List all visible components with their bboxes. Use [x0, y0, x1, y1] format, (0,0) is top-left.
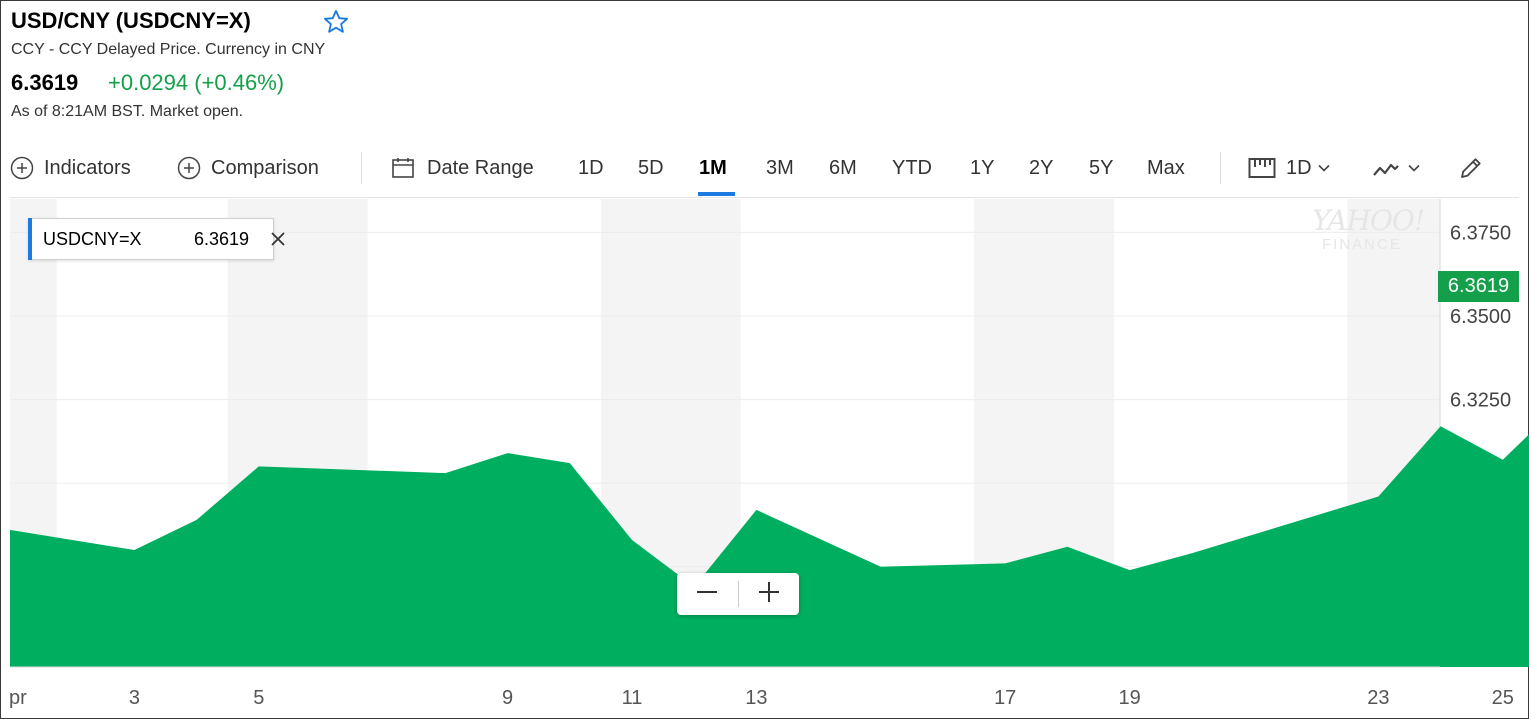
watchlist-star-icon[interactable]: [322, 8, 350, 36]
price-change: +0.0294 (+0.46%): [108, 70, 285, 95]
range-ytd[interactable]: YTD: [892, 156, 932, 179]
quote-title: USD/CNY (USDCNY=X): [11, 8, 251, 33]
current-price: 6.3619: [11, 70, 79, 95]
range-1m[interactable]: 1M: [699, 156, 727, 179]
y-tick-label: 6.3750: [1450, 222, 1511, 244]
quote-subtitle: CCY - CCY Delayed Price. Currency in CNY: [11, 41, 326, 58]
comparison-label: Comparison: [211, 156, 319, 179]
range-5d[interactable]: 5D: [638, 156, 664, 179]
x-tick-label: 19: [1118, 687, 1140, 709]
yahoo-watermark: YAHOO!: [1312, 204, 1425, 237]
chevron-down-icon: [1408, 164, 1420, 172]
indicators-label: Indicators: [44, 156, 131, 179]
zoom-controls: [677, 573, 799, 615]
date-range-button[interactable]: Date Range: [391, 146, 534, 190]
range-2y[interactable]: 2Y: [1029, 156, 1054, 179]
x-tick-label: pr: [9, 687, 27, 709]
legend-value: 6.3619: [194, 229, 250, 249]
plus-circle-icon: [177, 156, 201, 180]
toolbar-divider: [361, 152, 362, 184]
calendar-icon: [391, 156, 415, 180]
ruler-icon: [1248, 156, 1276, 180]
plus-icon: [757, 580, 781, 609]
range-1d[interactable]: 1D: [578, 156, 604, 179]
toolbar-divider: [1220, 152, 1221, 184]
x-tick-label: 13: [745, 687, 767, 709]
y-tick-label: 6.3500: [1450, 306, 1511, 328]
series-legend: USDCNY=X 6.3619: [28, 218, 285, 260]
price-area: [10, 426, 1529, 667]
y-tick-label: 6.3250: [1450, 390, 1511, 412]
zoom-divider: [738, 581, 739, 607]
chart-toolbar: Indicators Comparison Date Range 1D 5D 1…: [0, 146, 1529, 190]
interval-dropdown[interactable]: 1D: [1248, 146, 1330, 190]
market-status: As of 8:21AM BST. Market open.: [11, 103, 244, 120]
pencil-icon: [1458, 155, 1484, 181]
range-6m[interactable]: 6M: [829, 156, 857, 179]
range-max[interactable]: Max: [1147, 156, 1185, 179]
finance-watermark: FINANCE: [1322, 236, 1402, 253]
close-icon[interactable]: [269, 230, 287, 248]
legend-symbol: USDCNY=X: [43, 229, 142, 249]
x-tick-label: 9: [502, 687, 513, 709]
range-5y[interactable]: 5Y: [1089, 156, 1114, 179]
active-range-indicator: [698, 192, 735, 196]
x-tick-label: 5: [253, 687, 264, 709]
zoom-out-button[interactable]: [677, 573, 737, 615]
x-tick-label: 17: [994, 687, 1016, 709]
chart-type-dropdown[interactable]: [1372, 146, 1420, 190]
last-price-tag: 6.3619: [1438, 271, 1519, 302]
date-range-label: Date Range: [427, 156, 534, 179]
draw-button[interactable]: [1458, 146, 1484, 190]
x-tick-label: 3: [129, 687, 140, 709]
toolbar-bottom-border: [10, 197, 1519, 198]
range-3m[interactable]: 3M: [766, 156, 794, 179]
range-1y[interactable]: 1Y: [970, 156, 995, 179]
zoom-in-button[interactable]: [739, 573, 799, 615]
x-tick-label: 25: [1492, 687, 1514, 709]
minus-icon: [695, 580, 719, 609]
indicators-button[interactable]: Indicators: [10, 146, 131, 190]
comparison-button[interactable]: Comparison: [177, 146, 319, 190]
x-tick-label: 11: [622, 687, 643, 709]
chevron-down-icon: [1318, 164, 1330, 172]
legend-accent: [28, 218, 32, 260]
plus-circle-icon: [10, 156, 34, 180]
interval-label: 1D: [1286, 156, 1312, 179]
line-chart-icon: [1372, 156, 1400, 180]
x-tick-label: 23: [1367, 687, 1389, 709]
